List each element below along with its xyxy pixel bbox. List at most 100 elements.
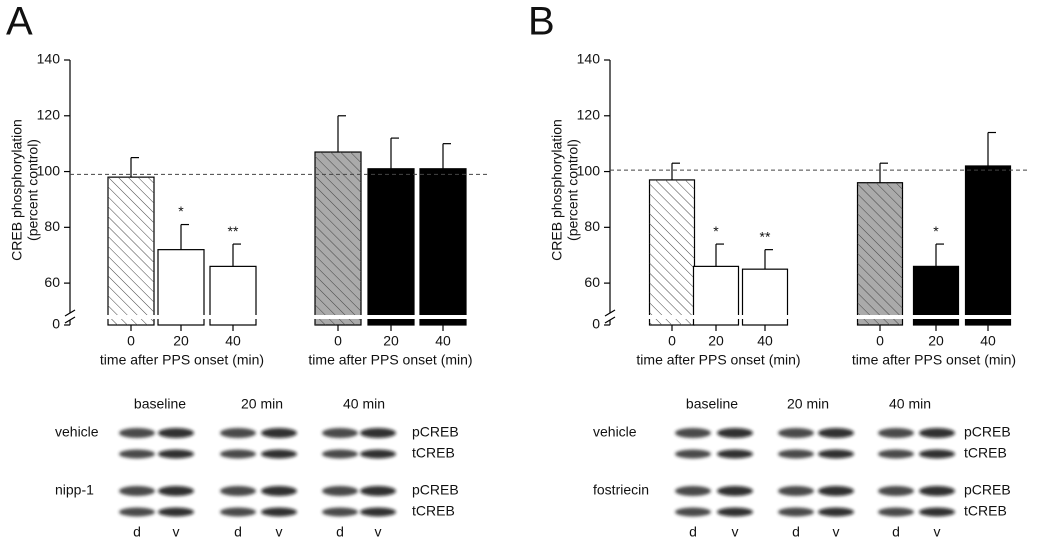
blot-band	[360, 507, 396, 517]
blot-column: 20 min	[241, 396, 283, 412]
x-tick-label: 40	[225, 333, 241, 349]
blot-band	[675, 486, 711, 496]
axis-break	[604, 316, 616, 324]
bar-break	[209, 315, 257, 319]
bar	[964, 165, 1012, 326]
band-label: pCREB	[412, 424, 459, 440]
band-label: tCREB	[964, 445, 1007, 461]
blot-row-label: vehicle	[593, 424, 637, 440]
y-tick-label: 60	[44, 274, 60, 290]
blot-band	[717, 486, 753, 496]
band-label: tCREB	[412, 445, 455, 461]
significance: **	[228, 223, 239, 239]
blot-band	[360, 428, 396, 438]
bar-break	[648, 315, 696, 319]
bar-break	[912, 315, 960, 319]
blot-band	[717, 449, 753, 459]
blot-band	[220, 486, 256, 496]
x-tick-label: 0	[127, 333, 135, 349]
blot-band	[778, 507, 814, 517]
blot-band	[818, 507, 854, 517]
y-tick-label: 120	[577, 106, 601, 122]
y-tick-label: 80	[44, 218, 60, 234]
lane-label: d	[234, 524, 242, 540]
blot-band	[322, 428, 358, 438]
y-tick-label: 140	[577, 51, 601, 67]
blot-band	[878, 449, 914, 459]
bar-break	[692, 315, 740, 319]
bar-break	[856, 315, 904, 319]
blot-band	[818, 449, 854, 459]
blot-band	[261, 507, 297, 517]
bar-break	[314, 315, 362, 319]
lane-label: v	[173, 524, 180, 540]
lane-label: v	[934, 524, 941, 540]
blot-band	[818, 428, 854, 438]
x-tick-label: 0	[668, 333, 676, 349]
blot-row-label: fostriecin	[593, 482, 649, 498]
bar	[157, 249, 205, 326]
blot-band	[220, 449, 256, 459]
y-tick-label: 0	[52, 316, 60, 332]
y-tick-label: 140	[37, 51, 61, 67]
y-axis-label: CREB phosphorylation	[9, 119, 25, 261]
bar-hatch	[649, 179, 695, 325]
blot-band	[878, 486, 914, 496]
blot-band	[778, 486, 814, 496]
bar-hatch	[315, 152, 361, 325]
significance: *	[713, 223, 719, 239]
panel-letter: A	[6, 0, 33, 44]
blot-band	[675, 428, 711, 438]
blot-band	[322, 486, 358, 496]
blot-row-label: nipp-1	[55, 482, 94, 498]
axis-break	[64, 309, 76, 317]
x-tick-label: 0	[876, 333, 884, 349]
x-tick-label: 0	[334, 333, 342, 349]
lane-label: v	[732, 524, 739, 540]
bar-hatch	[108, 177, 154, 325]
blot-band	[322, 449, 358, 459]
significance: **	[760, 228, 771, 244]
blot-band	[158, 507, 194, 517]
significance: *	[933, 223, 939, 239]
blot-band	[119, 507, 155, 517]
blot-band	[360, 449, 396, 459]
lane-label: d	[133, 524, 141, 540]
x-tick-label: 20	[173, 333, 189, 349]
y-axis-label: CREB phosphorylation	[549, 119, 565, 261]
blot-column: 40 min	[343, 396, 385, 412]
lane-label: v	[833, 524, 840, 540]
bar-break	[157, 315, 205, 319]
x-axis-label: time after PPS onset (min)	[852, 352, 1016, 368]
blot-band	[717, 507, 753, 517]
lane-label: d	[336, 524, 344, 540]
bar-break	[419, 315, 467, 319]
panel-letter: B	[528, 0, 555, 44]
blot-band	[322, 507, 358, 517]
bar-break	[367, 315, 415, 319]
blot-column: baseline	[686, 396, 738, 412]
y-tick-label: 100	[577, 162, 601, 178]
blot-band	[675, 449, 711, 459]
x-axis-label: time after PPS onset (min)	[100, 352, 264, 368]
lane-label: d	[689, 524, 697, 540]
x-tick-label: 20	[708, 333, 724, 349]
x-tick-label: 20	[928, 333, 944, 349]
blot-band	[119, 428, 155, 438]
y-axis-label: (percent control)	[25, 139, 41, 241]
y-axis-label: (percent control)	[565, 139, 581, 241]
blot-band	[360, 486, 396, 496]
blot-band	[158, 449, 194, 459]
bar-break	[741, 315, 789, 319]
blot-band	[119, 449, 155, 459]
bar-break	[964, 315, 1012, 319]
bar	[419, 168, 467, 326]
lane-label: d	[792, 524, 800, 540]
blot-band	[261, 428, 297, 438]
x-axis-label: time after PPS onset (min)	[636, 352, 800, 368]
blot-band	[919, 449, 955, 459]
x-tick-label: 20	[383, 333, 399, 349]
y-tick-label: 100	[37, 162, 61, 178]
blot-band	[878, 428, 914, 438]
